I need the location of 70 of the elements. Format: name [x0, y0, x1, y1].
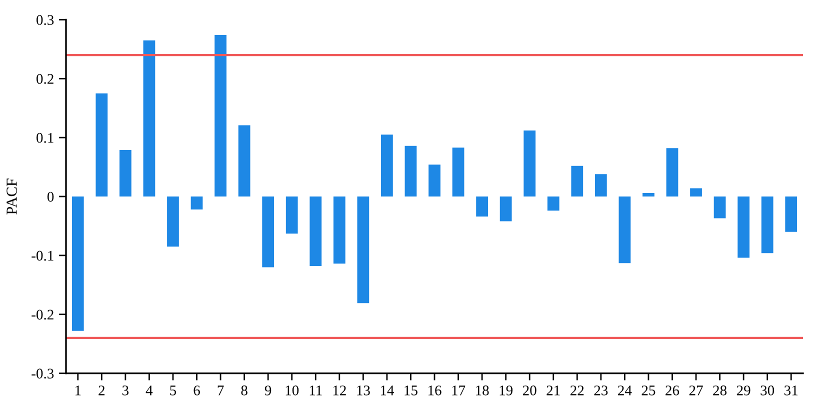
x-tick-label: 18	[476, 386, 489, 396]
y-axis-title: PACF	[6, 178, 17, 214]
y-tick-label: 0.2	[36, 74, 54, 84]
bar	[594, 174, 607, 196]
bar	[785, 196, 798, 232]
y-tick-label: 0.1	[36, 132, 54, 143]
x-tick-label: 23	[594, 386, 608, 396]
bar	[761, 196, 774, 254]
bar	[262, 196, 274, 268]
bar	[714, 196, 726, 218]
x-tick-label: 27	[689, 386, 703, 396]
x-tick-label: 6	[194, 386, 200, 396]
x-tick-label: 14	[380, 386, 394, 396]
x-tick-label: 17	[452, 386, 466, 396]
x-tick-label: 2	[98, 386, 105, 396]
x-tick-label: 24	[618, 386, 632, 396]
y-tick-label: -0.1	[32, 250, 54, 261]
bar	[143, 40, 156, 196]
x-tick-label: 7	[218, 386, 224, 396]
bar	[333, 196, 346, 264]
bar	[547, 196, 560, 211]
x-tick-label: 10	[286, 386, 299, 396]
x-tick-label: 19	[500, 386, 513, 396]
x-tick-label: 30	[760, 386, 774, 396]
x-tick-label: 16	[428, 386, 442, 396]
bar	[167, 196, 179, 247]
x-tick-label: 9	[264, 386, 272, 396]
bar	[666, 148, 678, 196]
x-tick-label: 29	[736, 386, 750, 396]
x-tick-label: 21	[546, 386, 560, 396]
y-tick-label: 0.3	[36, 15, 54, 25]
bar	[238, 125, 250, 196]
x-tick-label: 28	[713, 386, 727, 396]
bar	[381, 134, 393, 196]
bar	[690, 188, 702, 196]
x-tick-label: 4	[146, 386, 153, 396]
x-tick-label: 5	[170, 386, 176, 396]
x-tick-label: 26	[666, 386, 680, 396]
bar	[190, 196, 203, 210]
x-tick-label: 3	[122, 386, 129, 396]
bar	[96, 93, 108, 196]
y-tick-label: -0.2	[32, 310, 54, 320]
x-tick-label: 20	[522, 386, 536, 396]
x-tick-label: 8	[241, 386, 248, 396]
bar	[642, 192, 654, 196]
y-tick-label: 0	[47, 192, 54, 202]
bar	[618, 196, 631, 264]
bar	[738, 196, 750, 258]
bar	[310, 196, 322, 266]
x-tick-label: 25	[642, 386, 656, 396]
x-tick-label: 1	[76, 386, 81, 396]
bar	[571, 166, 584, 196]
bar	[404, 146, 417, 196]
bar	[428, 164, 440, 196]
bar	[357, 196, 370, 304]
bar	[119, 150, 132, 196]
bar	[452, 148, 464, 196]
bar	[476, 196, 488, 217]
x-tick-label: 13	[357, 386, 370, 396]
x-tick-label: 12	[333, 386, 346, 396]
bar	[500, 196, 512, 222]
y-tick-label: -0.3	[32, 368, 54, 379]
bar	[72, 196, 84, 331]
x-tick-label: 11	[310, 386, 322, 396]
bar	[286, 196, 298, 234]
x-tick-label: 22	[570, 386, 584, 396]
bar	[524, 130, 536, 196]
bar	[214, 35, 226, 196]
x-tick-label: 15	[404, 386, 418, 396]
x-tick-label: 31	[784, 386, 798, 396]
